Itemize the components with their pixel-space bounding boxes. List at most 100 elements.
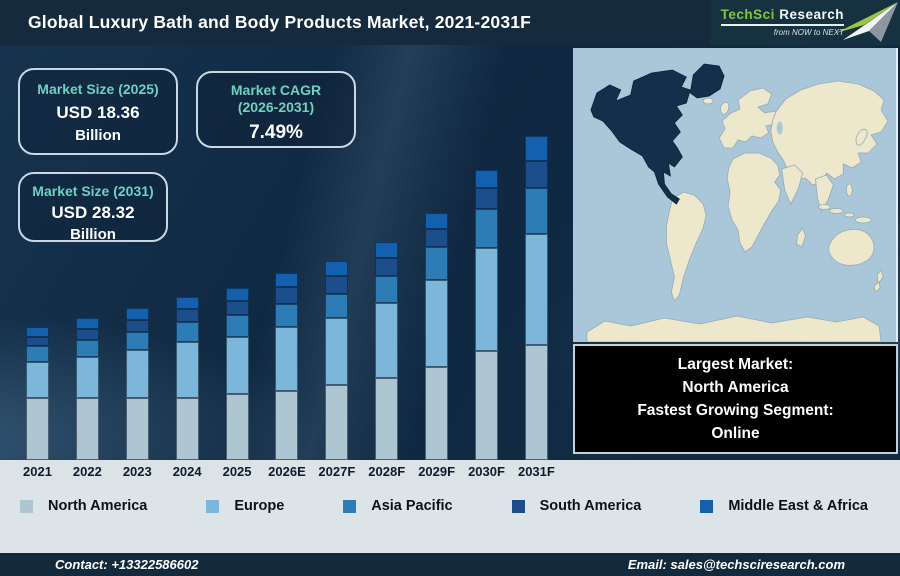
bar-segment-europe-2029f (425, 280, 449, 367)
page-title: Global Luxury Bath and Body Products Mar… (28, 12, 532, 32)
stat-title: Market Size (2025) (37, 81, 159, 97)
region-japan (855, 129, 868, 146)
bar-segment-south-america-2026e (275, 287, 299, 304)
bar-segment-south-america-2030f (475, 188, 499, 209)
legend-swatch-europe (206, 499, 220, 513)
map-panel: Largest Market: North America Fastest Gr… (573, 48, 898, 454)
region-australia (828, 229, 875, 266)
stacked-bar-2028f (375, 242, 399, 460)
stacked-bar-2027f (325, 261, 349, 460)
bar-segment-north-america-2023 (125, 398, 149, 460)
legend-label-south-america: South America (539, 498, 642, 514)
contact-email: Email: sales@techsciresearch.com (627, 557, 845, 572)
stat-box-market-cagr: Market CAGR (2026-2031) 7.49% (196, 71, 356, 148)
bar-segment-europe-2026e (275, 327, 299, 391)
stat-value: USD 18.36 (56, 103, 140, 122)
highlight-line-3: Fastest Growing Segment: (637, 402, 834, 419)
region-antarctica (586, 315, 882, 342)
bar-segment-asia-pacific-2023 (125, 332, 149, 350)
xaxis-label-2022: 2022 (72, 464, 102, 479)
stacked-bar-2022 (75, 318, 99, 460)
region-north-america-highlighted (590, 69, 691, 205)
legend-swatch-north-america (20, 499, 33, 513)
bar-segment-asia-pacific-2029f (425, 247, 449, 280)
xaxis-label-2028f: 2028F (368, 464, 406, 479)
bar-segment-north-america-2022 (75, 398, 99, 460)
bar-segment-asia-pacific-2025 (225, 315, 249, 337)
stat-title: Market CAGR (230, 82, 322, 98)
xaxis-strip: 2021 2022 2023 2024 2025 2026E 2027F 2028F 2029F… (0, 460, 900, 485)
chart-bars (0, 45, 570, 460)
legend-item-middle-east-africa: Middle East & Africa (700, 498, 868, 514)
bar-segment-north-america-2028f (375, 378, 399, 460)
stat-unit: Billion (75, 127, 121, 144)
bar-segment-south-america-2023 (125, 320, 149, 332)
bar-column-2028f (364, 242, 409, 460)
bar-segment-north-america-2029f (425, 367, 449, 460)
bar-segment-europe-2025 (225, 337, 249, 394)
stat-box-market-size-2031: Market Size (2031) USD 28.32 Billion (18, 172, 168, 243)
bar-segment-south-america-2021 (26, 337, 49, 346)
stat-box-market-size-2025: Market Size (2025) USD 18.36 Billion (18, 68, 178, 155)
xaxis-label-2026e: 2026E (268, 464, 306, 479)
xaxis-label-2027f: 2027F (318, 464, 356, 479)
bar-segment-middle-east-africa-2025 (225, 288, 249, 301)
region-new-zealand (876, 269, 884, 286)
bar-segment-europe-2022 (75, 357, 99, 398)
bar-segment-south-america-2031f (524, 161, 548, 188)
highlight-line-1: Largest Market: (677, 356, 794, 373)
legend-label-north-america: North America (48, 498, 148, 514)
logo-text: TechSci Research from NOW to NEXT (720, 7, 844, 37)
stacked-bar-2029f (425, 213, 449, 460)
bar-segment-europe-2024 (175, 342, 199, 398)
stat-title-line2: (2026-2031) (237, 99, 315, 115)
bar-segment-middle-east-africa-2030f (475, 170, 499, 188)
legend-item-south-america: South America (511, 498, 642, 514)
bar-column-2024 (165, 297, 210, 460)
bar-segment-south-america-2028f (375, 258, 399, 276)
legend-label-middle-east-africa: Middle East & Africa (728, 498, 868, 514)
region-africa (726, 152, 782, 253)
bar-segment-asia-pacific-2026e (275, 304, 299, 327)
bar-segment-asia-pacific-2028f (375, 276, 399, 303)
region-south-america (666, 191, 707, 302)
bar-segment-asia-pacific-2022 (75, 340, 99, 357)
logo-brand-primary: TechSci (720, 7, 775, 22)
bar-segment-north-america-2030f (475, 351, 499, 460)
bar-segment-asia-pacific-2024 (175, 322, 199, 342)
region-iceland (702, 97, 714, 105)
bar-segment-asia-pacific-2027f (325, 294, 349, 318)
highlight-line-4: Online (711, 425, 760, 442)
region-greenland-highlighted (689, 63, 725, 99)
logo-brand-secondary: Research (779, 7, 844, 22)
bar-segment-south-america-2029f (425, 229, 449, 247)
legend-item-europe: Europe (206, 498, 284, 514)
stacked-bar-2024 (175, 297, 199, 460)
bar-column-2031f (514, 136, 559, 460)
region-indonesia-3 (843, 212, 855, 218)
legend-swatch-south-america (511, 499, 525, 513)
bar-segment-middle-east-africa-2028f (375, 242, 399, 258)
bar-segment-europe-2027f (325, 318, 349, 385)
bar-segment-middle-east-africa-2031f (524, 136, 548, 161)
region-indonesia-2 (829, 208, 844, 214)
bar-segment-europe-2030f (475, 248, 499, 351)
region-asia (770, 80, 889, 186)
bar-segment-europe-2021 (26, 362, 49, 398)
bar-segment-north-america-2031f (524, 345, 548, 460)
logo-arrow-icon (836, 2, 898, 42)
bar-segment-north-america-2024 (175, 398, 199, 460)
stat-value: USD 28.32 (51, 203, 135, 222)
techsci-logo: TechSci Research from NOW to NEXT (710, 0, 900, 45)
region-new-guinea (854, 216, 872, 224)
legend-label-asia-pacific: Asia Pacific (371, 498, 453, 514)
xaxis-label-2023: 2023 (122, 464, 152, 479)
stat-unit: Billion (70, 226, 116, 243)
xaxis-labels: 2021 2022 2023 2024 2025 2026E 2027F 2028F 2029F… (0, 460, 570, 484)
bar-segment-asia-pacific-2031f (524, 188, 548, 234)
highlight-line-2: North America (682, 379, 789, 396)
legend-swatch-middle-east-africa (700, 499, 714, 513)
highlight-panel: Largest Market: North America Fastest Gr… (573, 344, 898, 454)
bar-column-2021 (15, 327, 60, 460)
logo-tagline: from NOW to NEXT (773, 28, 844, 37)
